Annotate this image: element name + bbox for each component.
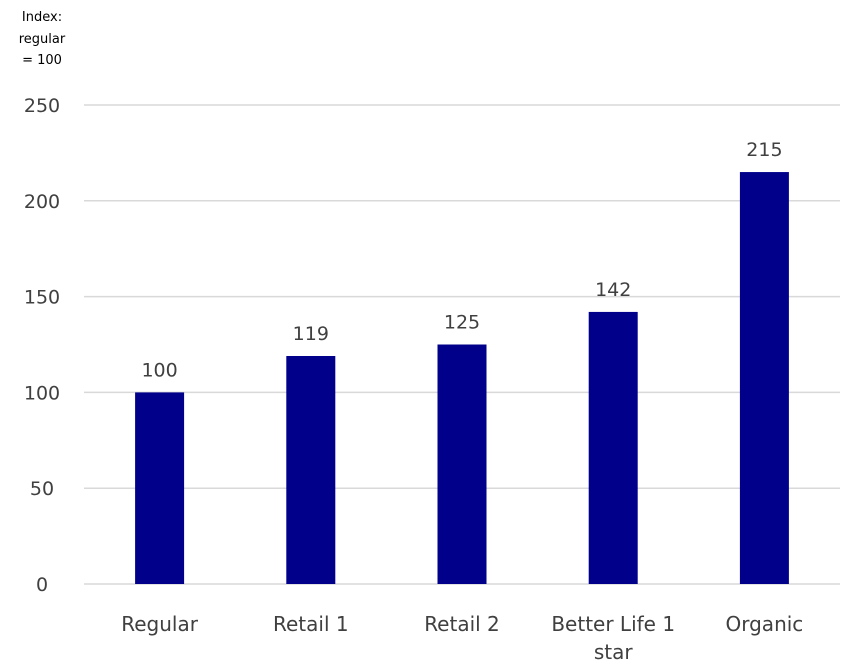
x-category-label: Organic <box>726 612 804 636</box>
bar <box>437 344 487 584</box>
bar <box>588 311 638 584</box>
y-axis-title-line-2: regular <box>18 32 66 47</box>
data-label: 125 <box>444 312 480 334</box>
bar <box>739 172 789 584</box>
y-axis-title-line-1: Index: <box>21 10 63 25</box>
y-tick-label: 200 <box>24 191 60 213</box>
x-category-label: Retail 1 <box>273 612 349 636</box>
bar <box>135 392 185 584</box>
y-axis-title-line-3: = 100 <box>22 53 62 68</box>
x-category-label: star <box>594 640 634 664</box>
y-tick-label: 150 <box>24 287 60 309</box>
data-label: 100 <box>141 359 177 381</box>
data-label: 119 <box>293 323 329 345</box>
bar <box>286 355 336 584</box>
y-tick-label: 50 <box>30 478 54 500</box>
x-category-label: Regular <box>121 612 198 636</box>
data-label: 142 <box>595 279 631 301</box>
data-label: 215 <box>746 139 782 161</box>
x-category-label: Better Life 1 <box>551 612 675 636</box>
y-tick-label: 0 <box>36 574 48 596</box>
x-category-label: Retail 2 <box>424 612 500 636</box>
y-tick-label: 250 <box>24 95 60 117</box>
y-tick-label: 100 <box>24 382 60 404</box>
